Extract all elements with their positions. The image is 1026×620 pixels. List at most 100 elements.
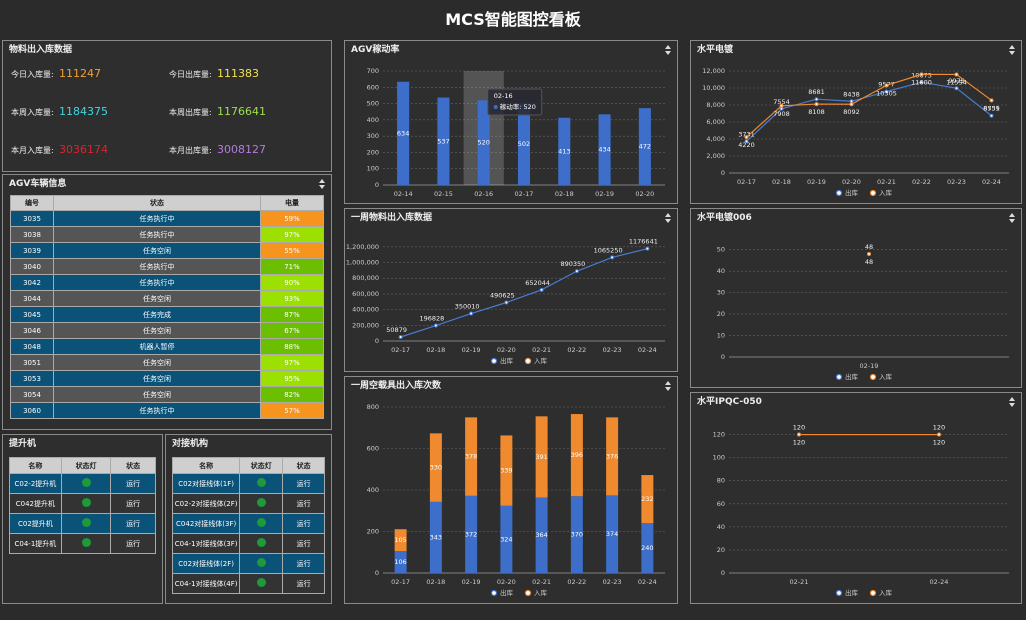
bar-segment bbox=[535, 497, 548, 573]
status-lamp bbox=[256, 538, 266, 547]
x-tick-label: 02-22 bbox=[567, 578, 586, 586]
agv-row: 3054 任务空闲 82% bbox=[10, 386, 324, 403]
y-tick-label: 500 bbox=[367, 100, 379, 108]
point bbox=[433, 323, 438, 328]
legend-marker bbox=[835, 589, 843, 597]
cell: 67% bbox=[260, 322, 324, 339]
legend-marker bbox=[490, 357, 498, 365]
equipment-row: C02-2提升机 运行 bbox=[9, 473, 156, 494]
lamp-cell bbox=[239, 513, 284, 534]
chart-panel: 水平电镀 0 2,000 4,000 6,000 8,000 10,000 12,000 02-… bbox=[690, 40, 1022, 204]
stat-label: 今日入库量: bbox=[11, 70, 54, 79]
legend-label: 入库 bbox=[879, 372, 893, 381]
y-tick-label: 600 bbox=[367, 445, 379, 453]
x-tick-label: 02-19 bbox=[807, 178, 826, 186]
cell: 任务空闲 bbox=[53, 242, 261, 259]
legend-marker bbox=[835, 189, 843, 197]
value-label: 502 bbox=[518, 140, 530, 148]
y-tick-label: 400 bbox=[367, 116, 379, 124]
status-lamp bbox=[81, 518, 91, 527]
bar-segment bbox=[606, 417, 619, 496]
y-tick-label: 20 bbox=[717, 546, 725, 554]
chart: 0 10 20 30 40 50 02-19 48 48 出库 入库 bbox=[717, 243, 1009, 381]
lamp-cell bbox=[60, 533, 112, 554]
docking-table: 名称 状态灯 状态 C02对接线体(1F) 运行 C02-2对接线体(2F) 运行 C042对… bbox=[171, 457, 325, 594]
sort-icon[interactable] bbox=[1009, 45, 1015, 55]
bar-segment bbox=[465, 495, 478, 573]
x-tick-label: 02-18 bbox=[772, 178, 791, 186]
cell: 任务执行中 bbox=[53, 258, 261, 275]
y-tick-label: 300 bbox=[367, 132, 379, 140]
lamp-cell bbox=[60, 513, 112, 534]
value-label: 50879 bbox=[386, 326, 407, 334]
cell: 3042 bbox=[10, 274, 54, 291]
cell: 任务执行中 bbox=[53, 274, 261, 291]
agv-row: 3048 机器人暂停 88% bbox=[10, 338, 324, 355]
cell: C02-2提升机 bbox=[9, 473, 62, 494]
chart-panel: AGV稼动率 0 100 200 300 400 500 600 700 02-14 02-15 02… bbox=[344, 40, 678, 204]
value-label: 8438 bbox=[843, 90, 860, 98]
sort-icon[interactable] bbox=[665, 381, 671, 391]
cell: 3060 bbox=[10, 402, 54, 419]
legend-label: 入库 bbox=[879, 188, 893, 197]
y-tick-label: 8,000 bbox=[706, 101, 725, 109]
value-label: 372 bbox=[465, 530, 477, 538]
bar-segment bbox=[429, 501, 442, 573]
y-tick-label: 6,000 bbox=[706, 118, 725, 126]
legend-marker bbox=[869, 589, 877, 597]
y-tick-label: 1,200,000 bbox=[346, 243, 379, 251]
value-label: 3731 bbox=[738, 130, 755, 138]
value-label: 520 bbox=[478, 139, 490, 147]
cell: 93% bbox=[260, 290, 324, 307]
lamp-cell bbox=[60, 473, 112, 494]
cell: 82% bbox=[260, 386, 324, 403]
value-label: 11594 bbox=[946, 78, 967, 86]
sort-icon[interactable] bbox=[1009, 213, 1015, 223]
sort-icon[interactable] bbox=[665, 45, 671, 55]
cell: 3038 bbox=[10, 226, 54, 243]
status-lamp bbox=[256, 518, 266, 527]
y-tick-label: 800 bbox=[367, 403, 379, 411]
bar-segment bbox=[465, 417, 478, 496]
cell: 90% bbox=[260, 274, 324, 291]
cell: C04-1对接线体(3F) bbox=[171, 533, 241, 554]
material-panel: 物料出入库数据 今日入库量: 111247 今日出库量: 111383 本周入库量: 118… bbox=[2, 40, 332, 172]
y-tick-label: 2,000 bbox=[706, 152, 725, 160]
chart: 0 200,000 400,000 600,000 800,000 1,000,000 1,… bbox=[346, 238, 665, 365]
legend-marker bbox=[524, 589, 532, 597]
x-tick-label: 02-23 bbox=[603, 346, 622, 354]
cell: 运行 bbox=[282, 533, 325, 554]
cell: C04-1提升机 bbox=[9, 533, 62, 554]
panel-title: 物料出入库数据 bbox=[9, 45, 73, 55]
equipment-row: C02对接线体(2F) 运行 bbox=[171, 553, 325, 574]
y-tick-label: 12,000 bbox=[702, 67, 725, 75]
x-tick-label: 02-23 bbox=[947, 178, 966, 186]
value-label: 232 bbox=[641, 495, 653, 503]
x-tick-label: 02-22 bbox=[567, 346, 586, 354]
stat-label: 今日出库量: bbox=[169, 70, 212, 79]
y-tick-label: 80 bbox=[717, 477, 725, 485]
x-tick-label: 02-19 bbox=[462, 346, 481, 354]
sort-icon[interactable] bbox=[1009, 397, 1015, 407]
sort-icon[interactable] bbox=[319, 179, 325, 189]
x-tick-label: 02-19 bbox=[860, 362, 879, 370]
y-tick-label: 40 bbox=[717, 523, 725, 531]
status-lamp bbox=[256, 498, 266, 507]
bar-segment bbox=[606, 495, 619, 573]
x-tick-label: 02-21 bbox=[532, 346, 551, 354]
cell: 3039 bbox=[10, 242, 54, 259]
column-header: 状态灯 bbox=[239, 457, 284, 474]
bar-segment bbox=[641, 475, 654, 524]
header-row: 编号 状态 电量 bbox=[10, 195, 324, 211]
chart-panel: 水平IPQC-050 0 20 40 60 80 100 120 02-21 02-24 120 12… bbox=[690, 392, 1022, 604]
panel-title: 水平IPQC-050 bbox=[697, 397, 762, 407]
stat-label: 本月出库量: bbox=[169, 146, 212, 155]
cell: 运行 bbox=[282, 473, 325, 494]
stat-label: 本周出库量: bbox=[169, 108, 212, 117]
value-label: 240 bbox=[641, 544, 653, 552]
cell: 任务空闲 bbox=[53, 290, 261, 307]
sort-icon[interactable] bbox=[665, 213, 671, 223]
x-tick-label: 02-19 bbox=[595, 190, 614, 198]
value-label: 196828 bbox=[419, 315, 444, 323]
